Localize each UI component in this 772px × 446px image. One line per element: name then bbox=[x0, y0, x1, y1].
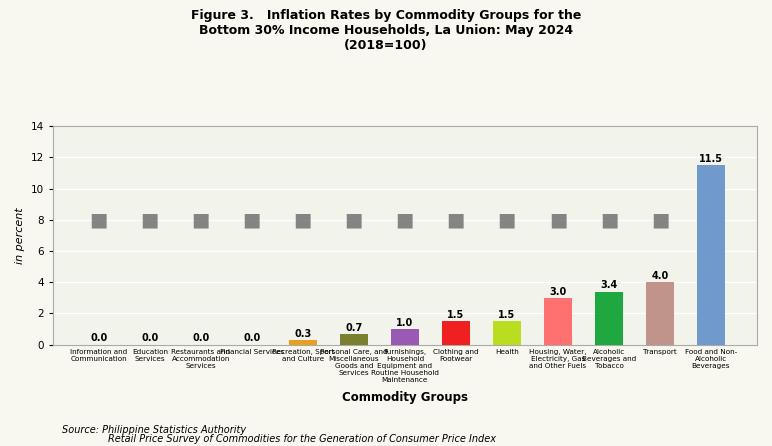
Text: 1.5: 1.5 bbox=[498, 310, 516, 320]
Bar bbox=[289, 340, 317, 345]
Text: ■: ■ bbox=[447, 210, 465, 229]
Text: Source: Philippine Statistics Authority: Source: Philippine Statistics Authority bbox=[62, 425, 246, 435]
Text: 4.0: 4.0 bbox=[652, 271, 669, 281]
Text: ■: ■ bbox=[600, 210, 618, 229]
Text: Retail Price Survey of Commodities for the Generation of Consumer Price Index: Retail Price Survey of Commodities for t… bbox=[108, 434, 496, 444]
Text: Figure 3.   Inflation Rates by Commodity Groups for the
Bottom 30% Income Househ: Figure 3. Inflation Rates by Commodity G… bbox=[191, 9, 581, 52]
Bar bbox=[544, 298, 572, 345]
Text: ■: ■ bbox=[651, 210, 669, 229]
Bar bbox=[391, 329, 419, 345]
Text: 11.5: 11.5 bbox=[699, 154, 723, 164]
Bar bbox=[442, 321, 470, 345]
Text: ■: ■ bbox=[396, 210, 414, 229]
Text: ■: ■ bbox=[702, 210, 720, 229]
Bar bbox=[646, 282, 674, 345]
Bar bbox=[697, 165, 725, 345]
Text: ■: ■ bbox=[345, 210, 363, 229]
Text: 0.0: 0.0 bbox=[192, 334, 209, 343]
Text: 0.0: 0.0 bbox=[141, 334, 158, 343]
X-axis label: Commodity Groups: Commodity Groups bbox=[342, 391, 468, 404]
Text: 0.3: 0.3 bbox=[294, 329, 312, 339]
Text: ■: ■ bbox=[141, 210, 159, 229]
Text: ■: ■ bbox=[293, 210, 312, 229]
Bar bbox=[340, 334, 368, 345]
Bar bbox=[595, 292, 623, 345]
Text: 0.7: 0.7 bbox=[345, 322, 363, 333]
Text: ■: ■ bbox=[549, 210, 567, 229]
Text: 0.0: 0.0 bbox=[90, 334, 107, 343]
Text: 1.5: 1.5 bbox=[447, 310, 465, 320]
Text: ■: ■ bbox=[90, 210, 108, 229]
Text: ■: ■ bbox=[242, 210, 261, 229]
Y-axis label: in percent: in percent bbox=[15, 207, 25, 264]
Text: 0.0: 0.0 bbox=[243, 334, 260, 343]
Text: ■: ■ bbox=[498, 210, 516, 229]
Text: ■: ■ bbox=[191, 210, 210, 229]
Text: 3.4: 3.4 bbox=[601, 281, 618, 290]
Text: 3.0: 3.0 bbox=[550, 287, 567, 297]
Bar bbox=[493, 321, 521, 345]
Text: 1.0: 1.0 bbox=[396, 318, 414, 328]
